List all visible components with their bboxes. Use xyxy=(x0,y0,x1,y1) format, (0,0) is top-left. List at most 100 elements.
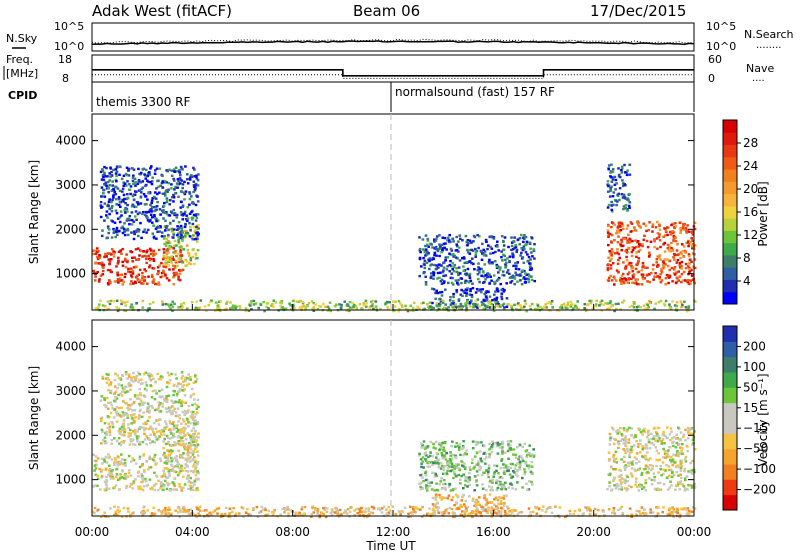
range-cell xyxy=(169,199,172,202)
range-cell xyxy=(648,477,651,480)
range-cell xyxy=(166,241,169,245)
range-cell xyxy=(454,305,457,308)
range-cell xyxy=(621,166,624,170)
range-cell xyxy=(645,447,649,450)
range-cell xyxy=(387,511,390,514)
range-cell xyxy=(120,433,124,436)
range-cell xyxy=(120,406,123,409)
range-cell xyxy=(119,249,122,252)
range-cell xyxy=(530,237,534,240)
range-cell xyxy=(614,178,618,182)
range-cell xyxy=(625,227,629,230)
range-cell xyxy=(124,202,127,205)
range-cell xyxy=(640,471,644,475)
range-cell xyxy=(471,511,475,514)
range-cell xyxy=(656,482,660,485)
range-cell xyxy=(661,267,665,270)
range-cell xyxy=(439,480,443,483)
range-cell xyxy=(487,300,491,303)
range-cell xyxy=(652,443,655,446)
range-cell xyxy=(114,178,118,182)
range-cell xyxy=(545,306,548,309)
range-cell xyxy=(157,479,160,482)
range-cell xyxy=(143,203,147,206)
range-cell xyxy=(462,289,465,293)
range-cell xyxy=(188,191,191,194)
range-cell xyxy=(169,406,172,409)
range-cell xyxy=(681,452,684,455)
range-cell xyxy=(96,474,99,477)
range-cell xyxy=(609,305,613,308)
range-cell xyxy=(651,223,655,226)
range-cell xyxy=(469,289,472,293)
range-cell xyxy=(439,246,442,250)
range-cell xyxy=(644,489,648,492)
range-cell xyxy=(478,465,481,468)
range-cell xyxy=(473,504,476,507)
range-cell xyxy=(496,245,499,248)
range-cell xyxy=(105,430,108,434)
range-cell xyxy=(167,460,171,463)
range-cell xyxy=(424,283,428,286)
range-cell xyxy=(525,240,529,243)
range-cell xyxy=(188,441,191,445)
range-cell xyxy=(169,429,173,432)
range-cell xyxy=(512,453,515,456)
range-cell xyxy=(194,423,198,426)
range-cell xyxy=(616,226,620,229)
range-cell xyxy=(444,274,448,277)
range-cell xyxy=(194,467,197,470)
range-cell xyxy=(112,188,115,191)
range-cell xyxy=(141,211,145,214)
range-cell xyxy=(647,433,650,437)
range-cell xyxy=(564,515,567,519)
range-cell xyxy=(496,498,500,502)
range-cell xyxy=(172,196,176,199)
range-cell xyxy=(156,219,160,222)
range-cell xyxy=(129,305,133,309)
range-cell xyxy=(120,302,123,306)
range-cell xyxy=(664,456,667,459)
range-cell xyxy=(143,173,146,176)
range-cell xyxy=(674,239,678,243)
range-cell xyxy=(619,243,622,246)
range-cell xyxy=(231,510,234,514)
range-cell xyxy=(457,266,461,269)
range-cell xyxy=(445,268,449,271)
range-cell xyxy=(612,455,615,458)
range-cell xyxy=(179,430,183,433)
range-cell xyxy=(474,251,478,254)
range-cell xyxy=(676,243,679,246)
range-cell xyxy=(165,487,169,491)
range-cell xyxy=(612,442,616,446)
range-cell xyxy=(682,433,686,437)
range-cell xyxy=(630,445,633,449)
range-cell xyxy=(183,192,187,196)
range-cell xyxy=(629,472,633,475)
freq-panel: Freq. [MHz] 18 8 60 0 Nave .... xyxy=(3,53,774,85)
range-cell xyxy=(279,301,282,304)
range-cell xyxy=(691,443,694,446)
range-cell xyxy=(145,410,149,413)
range-cell xyxy=(609,436,612,440)
range-cell xyxy=(624,204,628,207)
range-cell xyxy=(515,470,519,473)
range-cell xyxy=(690,260,693,263)
range-cell xyxy=(148,478,152,481)
range-cell xyxy=(194,203,198,207)
range-cell xyxy=(127,382,130,386)
range-cell xyxy=(475,511,478,514)
range-cell xyxy=(628,451,632,455)
range-cell xyxy=(487,506,490,509)
range-cell xyxy=(124,259,127,263)
range-cell xyxy=(134,265,138,268)
range-cell xyxy=(180,269,183,272)
range-cell xyxy=(192,465,195,468)
range-cell xyxy=(164,225,167,228)
range-cell xyxy=(163,479,167,483)
range-cell xyxy=(449,489,453,492)
range-cell xyxy=(447,239,451,242)
range-cell xyxy=(100,205,104,208)
range-cell xyxy=(675,304,679,308)
range-cell xyxy=(192,424,196,427)
